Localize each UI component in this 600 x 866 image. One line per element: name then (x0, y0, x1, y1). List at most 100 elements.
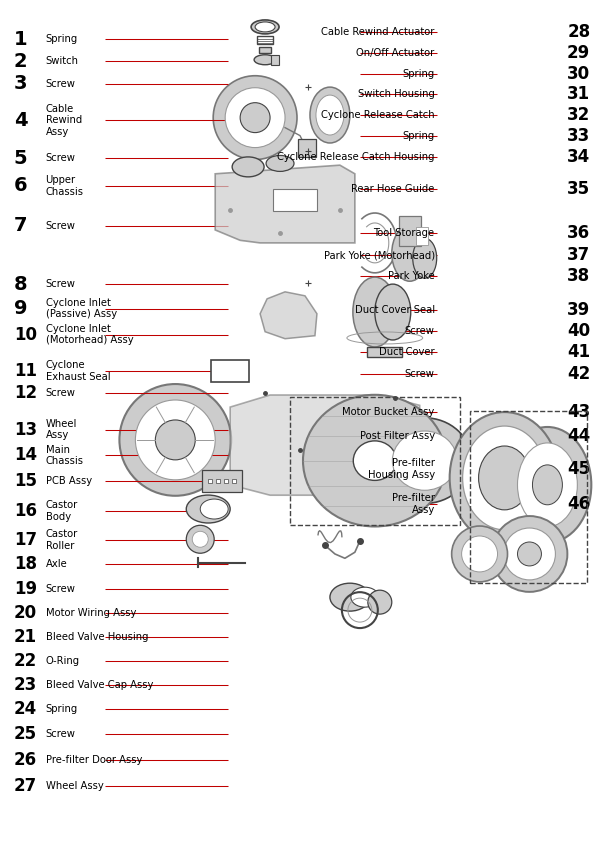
Text: 21: 21 (14, 628, 37, 646)
Text: 43: 43 (567, 404, 590, 421)
Ellipse shape (463, 426, 547, 530)
Text: 38: 38 (567, 267, 590, 285)
Polygon shape (260, 292, 317, 339)
Ellipse shape (186, 526, 214, 553)
Text: 8: 8 (14, 275, 28, 294)
Text: 30: 30 (567, 65, 590, 82)
Text: 15: 15 (14, 472, 37, 490)
Text: Screw: Screw (405, 326, 434, 336)
Ellipse shape (392, 431, 457, 490)
Ellipse shape (353, 441, 397, 481)
Text: Spring: Spring (46, 34, 78, 44)
Text: 27: 27 (14, 777, 37, 794)
Text: Screw: Screw (46, 153, 76, 164)
FancyBboxPatch shape (211, 359, 249, 382)
Text: Cyclone Inlet
(Motorhead) Assy: Cyclone Inlet (Motorhead) Assy (46, 324, 133, 346)
Text: 5: 5 (14, 149, 28, 168)
FancyBboxPatch shape (399, 216, 421, 246)
Ellipse shape (213, 75, 297, 159)
Text: 10: 10 (14, 326, 37, 344)
Text: Screw: Screw (46, 221, 76, 230)
Text: 11: 11 (14, 362, 37, 380)
Ellipse shape (452, 526, 508, 582)
Text: 39: 39 (567, 301, 590, 320)
Text: Screw: Screw (46, 79, 76, 89)
Text: Screw: Screw (46, 388, 76, 398)
Text: Pre-filter Door Assy: Pre-filter Door Assy (46, 754, 142, 765)
Text: Castor
Body: Castor Body (46, 500, 78, 521)
Text: Screw: Screw (405, 369, 434, 379)
Text: 22: 22 (14, 652, 37, 670)
Text: Spring: Spring (403, 68, 434, 79)
Text: 7: 7 (14, 216, 28, 236)
Ellipse shape (378, 418, 472, 503)
Text: 34: 34 (567, 147, 590, 165)
Text: Upper
Chassis: Upper Chassis (46, 175, 83, 197)
Text: Cyclone Inlet
(Passive) Assy: Cyclone Inlet (Passive) Assy (46, 298, 117, 320)
Ellipse shape (368, 590, 392, 614)
Text: Spring: Spring (403, 131, 434, 141)
Text: 32: 32 (567, 106, 590, 124)
Ellipse shape (136, 400, 215, 480)
FancyBboxPatch shape (271, 55, 279, 65)
Text: O-Ring: O-Ring (46, 656, 80, 666)
Text: 16: 16 (14, 501, 37, 520)
Text: PCB Assy: PCB Assy (46, 476, 92, 487)
Ellipse shape (303, 395, 446, 527)
Text: 13: 13 (14, 421, 37, 438)
Ellipse shape (155, 420, 195, 460)
Text: Cyclone Release Catch Housing: Cyclone Release Catch Housing (277, 152, 434, 162)
FancyBboxPatch shape (416, 227, 428, 245)
Text: Bleed Valve Housing: Bleed Valve Housing (46, 632, 148, 642)
Ellipse shape (255, 22, 275, 32)
FancyBboxPatch shape (259, 48, 271, 53)
Ellipse shape (503, 528, 556, 580)
Text: 33: 33 (567, 126, 590, 145)
Ellipse shape (353, 277, 397, 347)
Text: Screw: Screw (46, 584, 76, 593)
Text: 44: 44 (567, 428, 590, 445)
Text: Switch Housing: Switch Housing (358, 89, 434, 100)
Text: 17: 17 (14, 531, 37, 549)
Text: 36: 36 (567, 223, 590, 242)
Text: 46: 46 (567, 494, 590, 513)
Ellipse shape (254, 55, 276, 65)
Ellipse shape (517, 443, 577, 527)
Text: Main
Chassis: Main Chassis (46, 444, 83, 466)
Text: Bleed Valve Cap Assy: Bleed Valve Cap Assy (46, 681, 153, 690)
FancyBboxPatch shape (208, 480, 212, 483)
Text: Post Filter Assy: Post Filter Assy (359, 431, 434, 442)
FancyBboxPatch shape (216, 480, 220, 483)
Text: 41: 41 (567, 343, 590, 361)
Text: Cable Rewind Actuator: Cable Rewind Actuator (322, 27, 434, 37)
Text: Tool Storage: Tool Storage (374, 228, 434, 237)
Text: 20: 20 (14, 604, 37, 622)
Text: Pre-filter
Assy: Pre-filter Assy (392, 493, 434, 514)
Ellipse shape (517, 542, 541, 566)
Text: 24: 24 (14, 701, 37, 719)
Text: Motor Bucket Assy: Motor Bucket Assy (343, 407, 434, 417)
FancyBboxPatch shape (257, 36, 273, 44)
Text: 45: 45 (567, 461, 590, 478)
Polygon shape (215, 165, 355, 243)
FancyBboxPatch shape (367, 346, 402, 357)
Text: Cable
Rewind
Assy: Cable Rewind Assy (46, 104, 82, 137)
Text: 28: 28 (567, 23, 590, 41)
Text: Motor Wiring Assy: Motor Wiring Assy (46, 608, 136, 617)
Text: Wheel
Assy: Wheel Assy (46, 419, 77, 440)
Ellipse shape (479, 446, 530, 510)
Ellipse shape (330, 583, 370, 611)
Ellipse shape (503, 427, 592, 543)
Text: Duct Cover Seal: Duct Cover Seal (355, 306, 434, 315)
Text: 25: 25 (14, 725, 37, 743)
Text: 29: 29 (567, 44, 590, 61)
Text: 3: 3 (14, 74, 28, 94)
Text: On/Off Actuator: On/Off Actuator (356, 48, 434, 58)
Text: 18: 18 (14, 555, 37, 573)
Ellipse shape (449, 412, 559, 544)
Ellipse shape (413, 238, 437, 278)
Ellipse shape (310, 87, 350, 143)
Text: 14: 14 (14, 447, 37, 464)
Ellipse shape (200, 499, 228, 519)
Ellipse shape (392, 225, 428, 281)
